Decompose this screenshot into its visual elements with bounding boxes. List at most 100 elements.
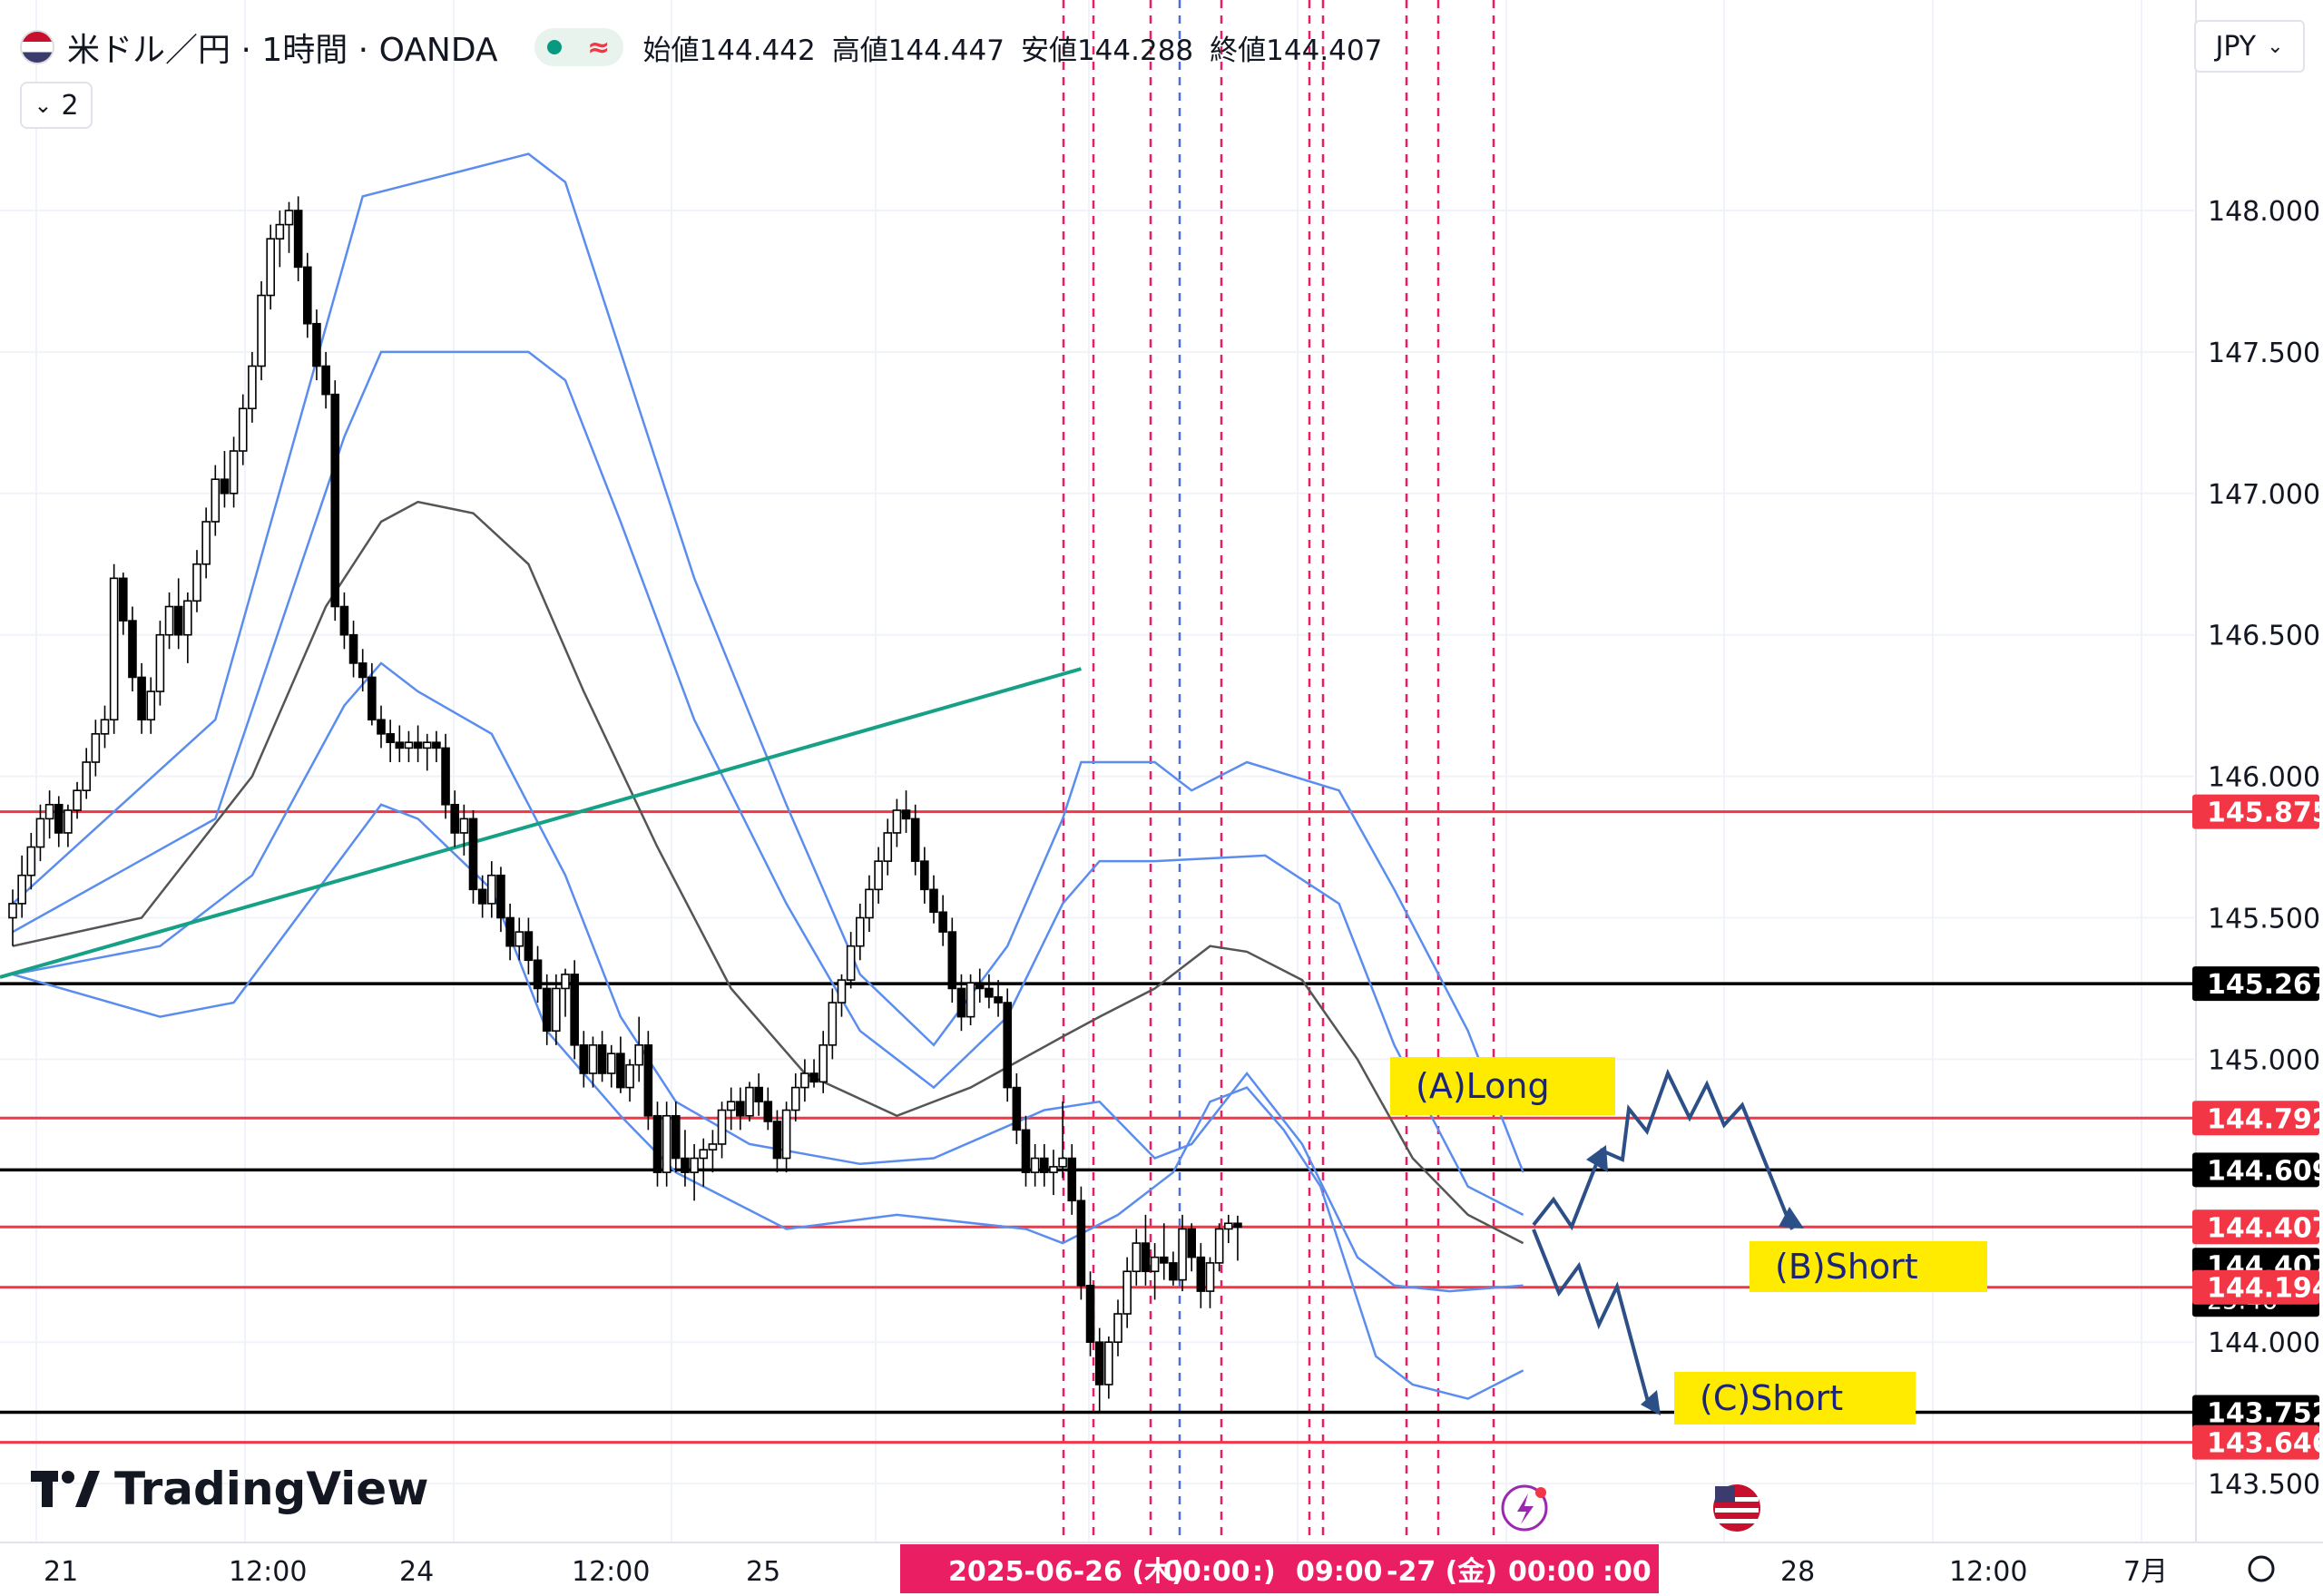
candle-body	[1085, 1285, 1095, 1343]
candle	[965, 974, 975, 1025]
price-level-tag-text: 143.752	[2207, 1398, 2323, 1430]
candle	[736, 1087, 745, 1131]
ohlc-close: 終値144.407	[1210, 34, 1383, 67]
candle	[1178, 1214, 1187, 1292]
price-level-tag: 145.267	[2192, 966, 2323, 1002]
candle	[717, 1102, 727, 1159]
candle-body	[459, 818, 469, 834]
crosshair-date-label: 00:00	[1508, 1556, 1595, 1588]
candle-body	[524, 931, 534, 962]
candle-body	[164, 605, 174, 636]
candle	[1205, 1257, 1215, 1308]
candle-body	[662, 1114, 671, 1173]
candle-body	[579, 1044, 589, 1074]
candle-body	[1122, 1270, 1132, 1315]
price-tick-label: 144.000	[2208, 1327, 2320, 1359]
candle	[293, 196, 303, 281]
candle	[671, 1102, 681, 1173]
status-badge[interactable]: ≈	[534, 28, 623, 66]
candle-body	[671, 1114, 681, 1160]
projection-path	[1532, 1068, 1804, 1415]
annotation-box	[1390, 1057, 1615, 1115]
tradingview-logo[interactable]: TradingView	[31, 1463, 428, 1515]
candle-body	[828, 1002, 838, 1046]
price-tick-label: 146.500	[2208, 621, 2320, 652]
candle-body	[652, 1114, 662, 1173]
indicator-toggle-button[interactable]: ⌄ 2	[20, 82, 93, 129]
candle-body	[368, 676, 377, 721]
candle	[211, 465, 221, 536]
candle	[681, 1130, 690, 1187]
candle-body	[1030, 1157, 1040, 1173]
candle-body	[561, 974, 570, 990]
candle	[874, 847, 883, 904]
candle-body	[717, 1109, 727, 1145]
candle	[809, 1059, 818, 1088]
candle	[542, 974, 552, 1045]
candle	[855, 903, 865, 961]
ohlc-high: 高値144.447	[831, 34, 1005, 67]
annotation-text: (A)Long	[1416, 1066, 1550, 1106]
candle-body	[616, 1053, 625, 1089]
candle	[846, 932, 856, 989]
candle-body	[772, 1121, 782, 1160]
bollinger-middle	[12, 500, 1524, 1245]
candle-body	[201, 521, 211, 565]
candle-body	[183, 600, 192, 636]
candle-body	[855, 916, 865, 947]
candle	[441, 733, 450, 819]
candle-body	[846, 945, 856, 981]
price-level-tag: 143.646	[2192, 1425, 2323, 1460]
market-open-icon	[546, 40, 562, 54]
candle	[229, 436, 239, 508]
candle	[339, 592, 349, 650]
price-level-tag-bg	[2192, 1425, 2319, 1460]
candle	[404, 730, 414, 763]
candle	[173, 578, 183, 650]
candle-body	[44, 803, 54, 820]
bollinger-upper1	[12, 350, 1524, 1217]
candle	[994, 980, 1003, 1017]
candle	[248, 351, 257, 423]
chevron-down-icon: ⌄	[2267, 34, 2284, 58]
horizontal-levels	[0, 810, 2194, 1444]
price-level-tag: 144.792	[2192, 1101, 2323, 1136]
candle-body	[238, 407, 248, 452]
currency-selector[interactable]: JPY ⌄	[2194, 20, 2305, 73]
candle-body	[192, 563, 201, 602]
candle-body	[321, 365, 330, 396]
chart-header: 米ドル／円 · 1時間 · OANDA ≈ 始値144.442 高値144.44…	[20, 24, 1398, 71]
candle-body	[1196, 1256, 1206, 1292]
annotation-label: (A)Long	[1390, 1057, 1615, 1115]
candle-body	[82, 761, 91, 791]
candle-body	[837, 979, 847, 1004]
candle	[975, 968, 985, 1004]
candle	[828, 988, 838, 1060]
vertical-markers	[1062, 0, 1495, 1542]
candle-body	[1214, 1228, 1224, 1264]
candle-body	[818, 1044, 828, 1083]
candle-body	[486, 874, 496, 905]
candle	[275, 211, 285, 268]
candle	[109, 563, 119, 734]
candle	[985, 974, 994, 1009]
candle-body	[552, 987, 561, 1033]
price-level-tag-bg	[2192, 1209, 2319, 1245]
candle-body	[422, 741, 432, 749]
symbol-title[interactable]: 米ドル／円 · 1時間 · OANDA	[67, 32, 498, 69]
candle-body	[947, 931, 957, 990]
trendline-line	[0, 667, 1082, 979]
candle	[1058, 1102, 1067, 1179]
price-level-tag: 144.609	[2192, 1152, 2323, 1188]
candle-body	[54, 803, 64, 834]
candle	[781, 1102, 791, 1173]
candle-body	[505, 916, 515, 947]
price-tick-label: 143.500	[2208, 1469, 2320, 1501]
candle	[745, 1082, 754, 1121]
candle	[1104, 1336, 1113, 1399]
time-tick-label: 24	[399, 1556, 434, 1588]
candle	[1141, 1214, 1151, 1286]
candle-body	[211, 478, 221, 523]
us-event-stripe	[1715, 1497, 1759, 1502]
